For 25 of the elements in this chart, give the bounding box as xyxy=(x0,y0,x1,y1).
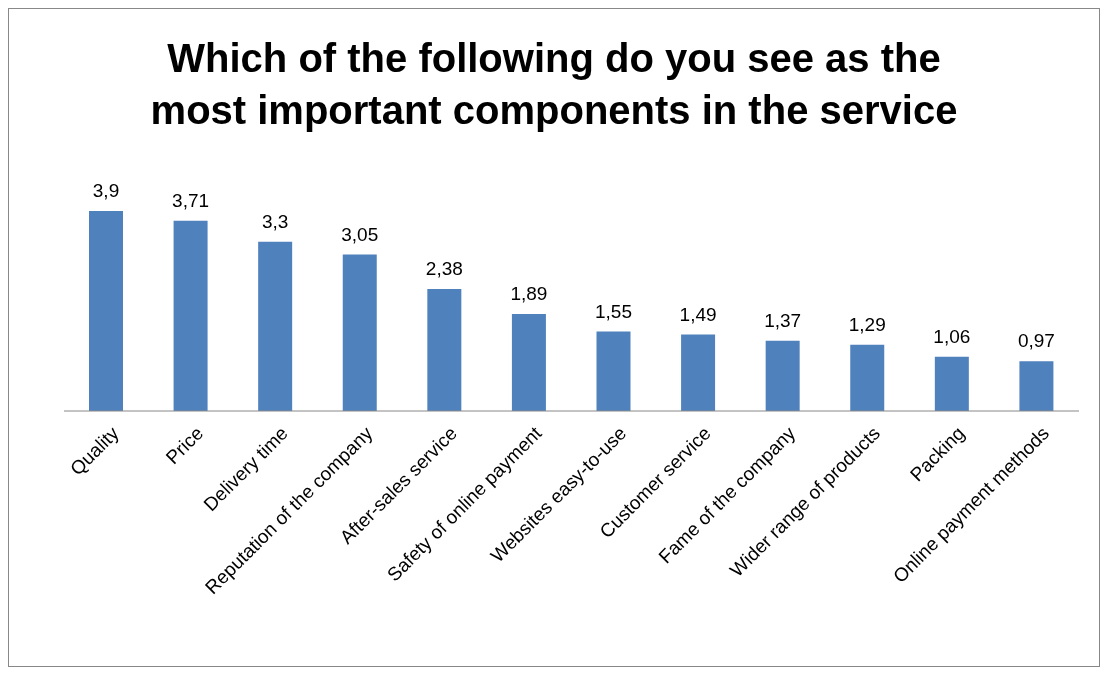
data-label: 1,49 xyxy=(679,303,717,325)
data-label: 3,9 xyxy=(92,180,120,201)
data-label: 1,55 xyxy=(595,300,632,322)
data-label: 0,97 xyxy=(1017,330,1055,352)
data-label: 3,3 xyxy=(261,210,289,232)
bar xyxy=(681,334,716,411)
bar xyxy=(511,314,546,411)
data-label: 1,37 xyxy=(764,309,802,331)
bar xyxy=(596,331,631,411)
bar xyxy=(89,211,123,411)
data-label: 3,71 xyxy=(172,189,210,211)
bar xyxy=(173,220,208,411)
bar xyxy=(850,344,885,411)
bar xyxy=(765,340,800,411)
bar xyxy=(342,254,377,411)
data-label: 2,38 xyxy=(425,257,463,279)
data-label: 3,05 xyxy=(341,223,379,245)
bar xyxy=(1019,361,1054,411)
chart-title: Which of the following do you see as the most important components in the service xyxy=(149,35,959,134)
bar xyxy=(934,356,969,411)
data-label: 1,06 xyxy=(933,325,971,347)
bar xyxy=(427,288,462,411)
data-label: 1,89 xyxy=(510,283,548,305)
bar xyxy=(258,241,293,411)
data-label: 1,29 xyxy=(848,313,886,335)
